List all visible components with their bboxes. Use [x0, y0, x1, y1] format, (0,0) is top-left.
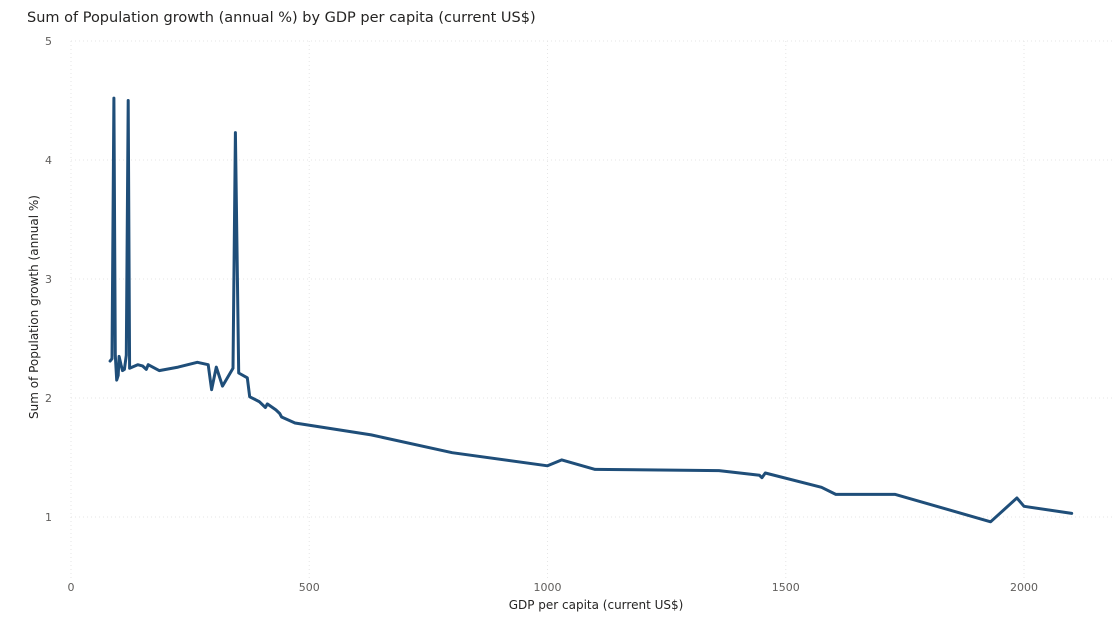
y-tick-label: 3	[45, 273, 52, 286]
x-tick-label: 500	[299, 581, 320, 594]
y-axis-title: Sum of Population growth (annual %)	[27, 195, 41, 419]
series-line	[108, 96, 1074, 524]
axis-ticks: 1 2 3 4 5 0 500 1000 1500 2000	[45, 35, 1038, 594]
y-tick-label: 2	[45, 392, 52, 405]
x-axis-title: GDP per capita (current US$)	[509, 598, 684, 612]
x-tick-label: 2000	[1010, 581, 1038, 594]
y-tick-label: 4	[45, 154, 52, 167]
y-tick-label: 5	[45, 35, 52, 48]
series-lines	[108, 96, 1074, 524]
y-tick-label: 1	[45, 511, 52, 524]
gridlines	[70, 40, 1114, 578]
x-tick-label: 1500	[772, 581, 800, 594]
chart-title: Sum of Population growth (annual %) by G…	[27, 10, 536, 26]
x-tick-label: 1000	[534, 581, 562, 594]
x-tick-label: 0	[68, 581, 75, 594]
